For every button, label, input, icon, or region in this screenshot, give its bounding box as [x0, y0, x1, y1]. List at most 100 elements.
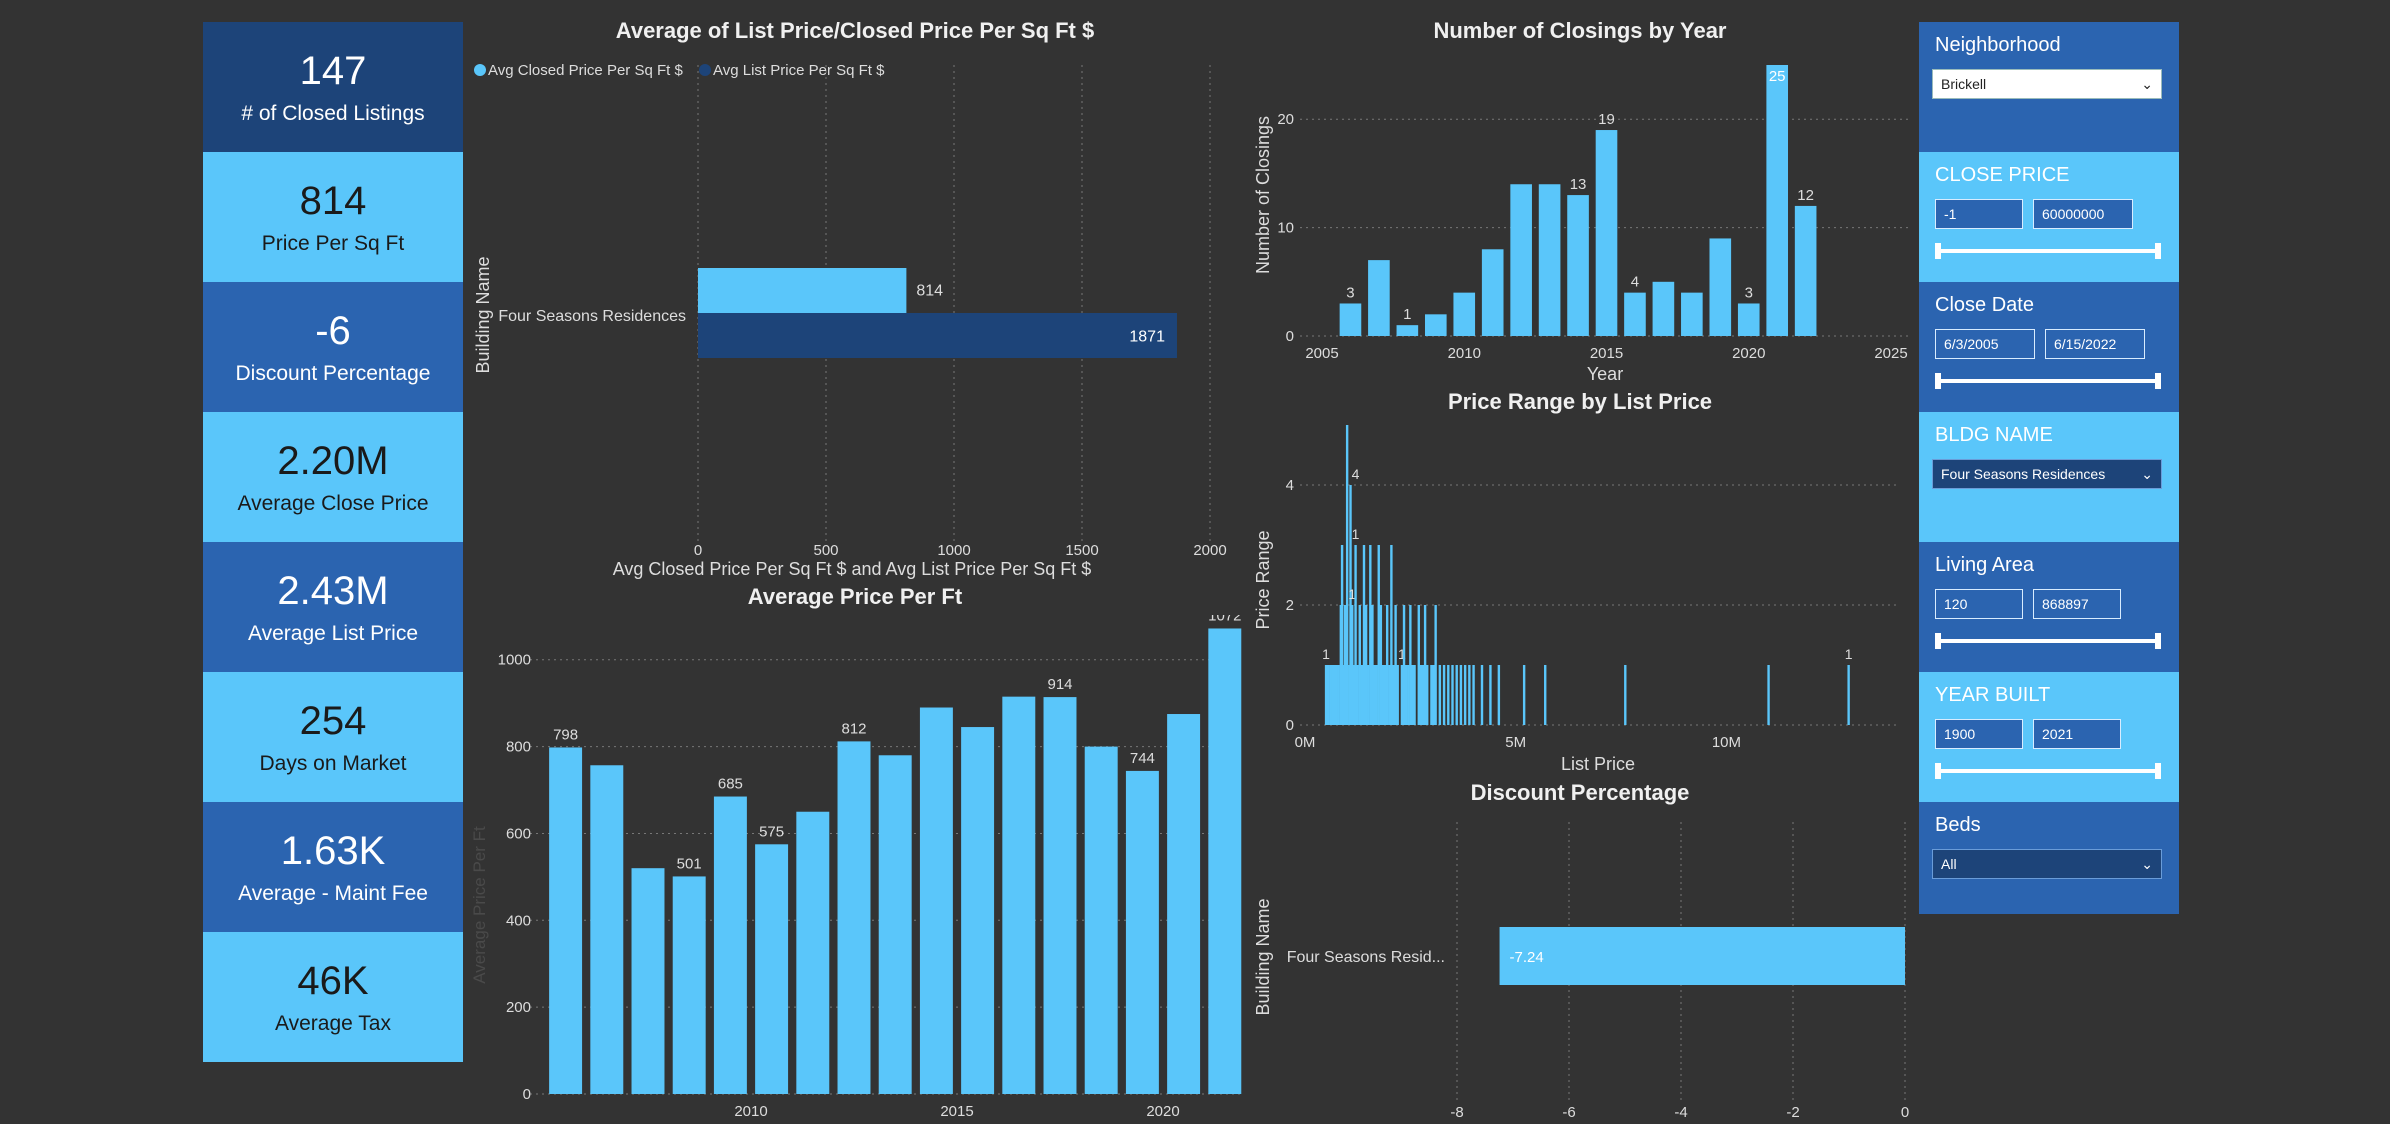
data-label: 1	[1403, 306, 1411, 323]
bar	[631, 868, 665, 1094]
y-axis-label: Building Name	[1253, 898, 1273, 1015]
bar	[919, 707, 953, 1094]
close-date-start-input[interactable]: 6/3/2005	[1935, 329, 2035, 359]
slider-min-handle[interactable]	[1935, 633, 1941, 649]
data-label: 4	[1352, 466, 1360, 482]
kpi-value: 814	[299, 179, 367, 223]
data-label: 744	[1130, 750, 1155, 767]
kpi-value: 46K	[297, 959, 369, 1003]
data-label: 798	[553, 726, 578, 743]
slider-max-handle[interactable]	[2155, 633, 2161, 649]
y-tick-label: 200	[506, 999, 531, 1016]
x-axis-label: List Price	[1561, 754, 1635, 774]
data-label: 13	[1570, 176, 1587, 193]
bar	[1340, 545, 1344, 725]
bar	[1522, 665, 1526, 725]
close-date-end-input[interactable]: 6/15/2022	[2045, 329, 2145, 359]
bar	[1349, 485, 1352, 725]
data-label: 1	[1845, 646, 1853, 662]
bar	[796, 811, 830, 1094]
bar	[1394, 605, 1397, 725]
bar	[1352, 665, 1355, 725]
close-price-min-input[interactable]: -1	[1935, 199, 2023, 229]
chart-discount-percentage: -8 -6 -4 -2 0 Building Name Four Seasons Res…	[1253, 822, 1909, 1121]
filter-bldg-name: BLDG NAME Four Seasons Residences ⌄	[1919, 412, 2179, 542]
bar	[1421, 665, 1425, 725]
bar	[1354, 545, 1357, 725]
year-built-min-input[interactable]: 1900	[1935, 719, 2023, 749]
close-date-slider[interactable]	[1935, 373, 2161, 389]
kpi-value: 1.63K	[280, 829, 386, 873]
chart-title-price-per-sqft: Average of List Price/Closed Price Per S…	[615, 18, 1095, 43]
kpi-label: Average Tax	[275, 1012, 391, 1035]
slider-min-handle[interactable]	[1935, 373, 1941, 389]
chart-title-discount: Discount Percentage	[1470, 780, 1690, 805]
bar	[1329, 665, 1332, 725]
bar	[549, 747, 583, 1094]
chart-price-per-sqft: 0 500 1000 1500 2000 Avg Closed Price Per Sq…	[473, 62, 1227, 579]
bar	[713, 796, 747, 1094]
close-price-slider[interactable]	[1935, 243, 2161, 259]
beds-dropdown[interactable]: All ⌄	[1932, 849, 2162, 879]
dropdown-value: Brickell	[1941, 76, 1987, 92]
kpi-average-close-price: 2.20M Average Close Price	[203, 412, 463, 542]
bar	[1333, 665, 1336, 725]
data-label: 12	[1797, 187, 1814, 204]
bldg-name-dropdown[interactable]: Four Seasons Residences ⌄	[1932, 459, 2162, 489]
bar	[1434, 605, 1437, 725]
chevron-down-icon: ⌄	[2141, 75, 2153, 92]
y-axis-label: Building Name	[473, 256, 493, 373]
x-tick-label: 10M	[1712, 734, 1741, 751]
bar	[1510, 184, 1532, 336]
x-tick-label: -2	[1786, 1104, 1799, 1121]
kpi-label: Days on Market	[259, 752, 407, 775]
bar	[1459, 665, 1463, 725]
living-area-min-input[interactable]: 120	[1935, 589, 2023, 619]
bar	[1326, 665, 1330, 725]
close-price-max-input[interactable]: 60000000	[2033, 199, 2133, 229]
kpi-value: 254	[299, 699, 367, 743]
bar	[1345, 425, 1349, 725]
filter-year-built: YEAR BUILT 1900 2021	[1919, 672, 2179, 802]
x-tick-label: 0	[1901, 1104, 1909, 1121]
x-axis-label: Avg Closed Price Per Sq Ft $ and Avg Lis…	[613, 559, 1092, 579]
kpi-label: Average - Maint Fee	[238, 882, 428, 905]
kpi-average-tax: 46K Average Tax	[203, 932, 463, 1062]
filter-label: Living Area	[1935, 554, 2034, 576]
x-tick-label: 5M	[1505, 734, 1526, 751]
y-tick-label: 800	[506, 739, 531, 756]
chart-price-range: 0 2 4 0M 5M 10M Price Range 1 4 1 1 1 1 List Price	[1253, 425, 1900, 774]
dropdown-value: Four Seasons Residences	[1941, 466, 2106, 482]
living-area-slider[interactable]	[1935, 633, 2161, 649]
kpi-discount-percentage: -6 Discount Percentage	[203, 282, 463, 412]
data-label: 1	[1348, 586, 1356, 602]
filter-close-date: Close Date 6/3/2005 6/15/2022	[1919, 282, 2179, 412]
y-tick-label: 400	[506, 912, 531, 929]
slider-max-handle[interactable]	[2155, 243, 2161, 259]
slider-min-handle[interactable]	[1935, 763, 1941, 779]
slider-max-handle[interactable]	[2155, 763, 2161, 779]
x-tick-label: 2010	[1448, 345, 1481, 362]
bar	[1125, 770, 1159, 1094]
slider-max-handle[interactable]	[2155, 373, 2161, 389]
year-built-max-input[interactable]: 2021	[2033, 719, 2121, 749]
legend-list-label: Avg List Price Per Sq Ft $	[713, 62, 885, 79]
bar	[1364, 605, 1368, 725]
bar	[1472, 665, 1475, 725]
bar	[1468, 665, 1471, 725]
bar	[1424, 314, 1447, 336]
kpi-label: # of Closed Listings	[241, 102, 425, 125]
bar	[1447, 665, 1450, 725]
kpi-average-maint-fee: 1.63K Average - Maint Fee	[203, 802, 463, 932]
bar	[1709, 238, 1732, 336]
bar	[1388, 665, 1391, 725]
kpi-label: Discount Percentage	[235, 362, 431, 385]
slider-min-handle[interactable]	[1935, 243, 1941, 259]
data-label: 1	[1398, 646, 1406, 662]
chart-title-closings: Number of Closings by Year	[1433, 18, 1727, 43]
bar	[1337, 665, 1340, 725]
living-area-max-input[interactable]: 868897	[2033, 589, 2121, 619]
year-built-slider[interactable]	[1935, 763, 2161, 779]
y-tick-label: 2	[1286, 597, 1294, 614]
neighborhood-dropdown[interactable]: Brickell ⌄	[1932, 69, 2162, 99]
